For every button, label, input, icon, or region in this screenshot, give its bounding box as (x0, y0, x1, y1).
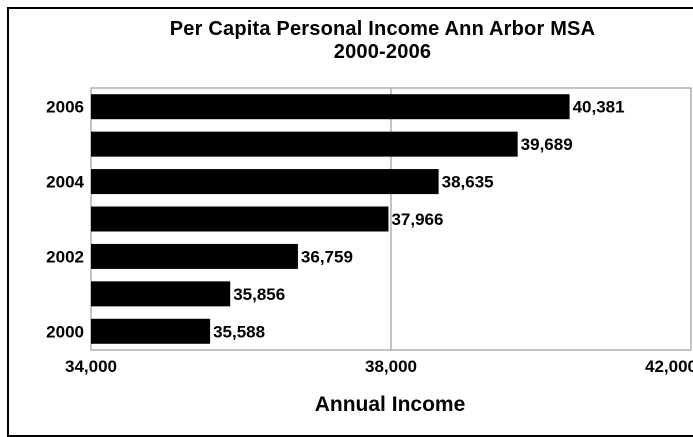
chart-title: Per Capita Personal Income Ann Arbor MSA… (0, 18, 693, 64)
y-tick-label-2002: 2002 (46, 247, 84, 266)
y-tick-label-2006: 2006 (46, 98, 84, 117)
data-label-2006: 40,381 (573, 98, 625, 117)
bar-2000 (91, 318, 211, 344)
y-tick-label-2000: 2000 (46, 322, 84, 341)
bar-2006 (91, 94, 570, 120)
data-label-2000: 35,588 (213, 322, 265, 341)
x-tick-label: 38,000 (365, 357, 417, 376)
data-label-2001: 35,856 (233, 285, 285, 304)
data-label-2004: 38,635 (442, 173, 494, 192)
chart-title-line1: Per Capita Personal Income Ann Arbor MSA (169, 18, 596, 40)
bar-chart: 40,381 2006 39,689 38,635 2004 37,966 36,759 20… (46, 87, 693, 376)
data-label-2002: 36,759 (301, 247, 353, 266)
bar-2001 (91, 281, 231, 307)
chart-title-line2: 2000-2006 (333, 41, 432, 63)
data-label-2003: 37,966 (391, 210, 443, 229)
x-tick-label: 34,000 (65, 357, 117, 376)
x-tick-label: 42,000 (645, 357, 693, 376)
bar-2002 (91, 243, 298, 269)
data-label-2005: 39,689 (521, 135, 573, 154)
x-axis-label: Annual Income (314, 393, 466, 416)
bar-2005 (91, 131, 518, 157)
y-tick-label-2004: 2004 (46, 173, 84, 192)
bar-2003 (91, 206, 389, 232)
bar-2004 (91, 169, 439, 195)
